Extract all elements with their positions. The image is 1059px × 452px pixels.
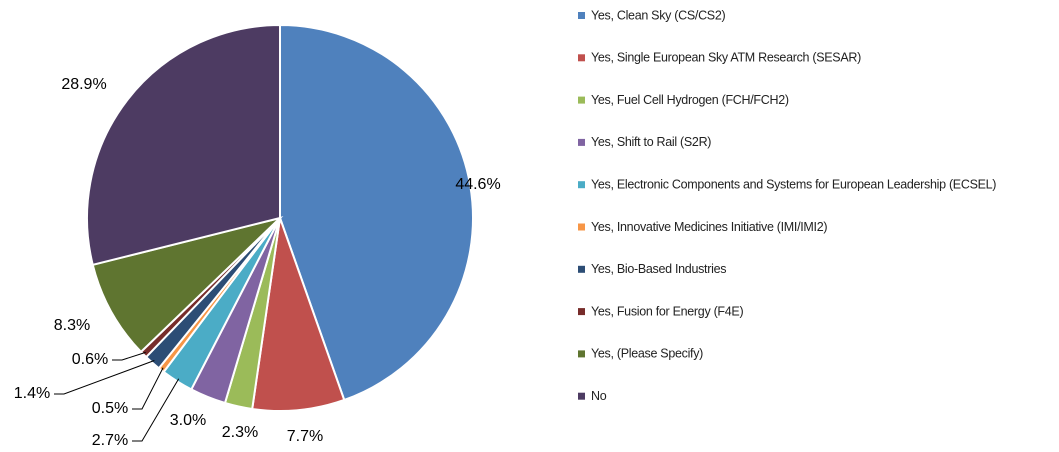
legend-label: Yes, Electronic Components and Systems f… xyxy=(591,177,996,191)
legend-label: Yes, Fusion for Energy (F4E) xyxy=(591,304,743,318)
legend-swatch xyxy=(578,350,585,358)
leader-line xyxy=(112,351,146,361)
legend-label: No xyxy=(591,389,607,403)
data-label: 3.0% xyxy=(170,412,206,429)
data-label: 28.9% xyxy=(61,76,106,93)
legend-swatch xyxy=(578,96,585,104)
legend-label: Yes, (Please Specify) xyxy=(591,347,703,361)
data-label: 2.3% xyxy=(222,424,258,441)
legend-swatch xyxy=(578,181,585,189)
data-label: 1.4% xyxy=(14,385,50,402)
pie-slice xyxy=(279,23,474,402)
legend-swatch xyxy=(578,223,585,231)
legend-swatch xyxy=(578,392,585,400)
legend-swatch xyxy=(578,265,585,273)
leader-line xyxy=(132,378,180,442)
legend-swatch xyxy=(578,308,585,316)
leader-line xyxy=(132,367,164,410)
legend-label: Yes, Clean Sky (CS/CS2) xyxy=(591,8,725,22)
pie-slice xyxy=(91,216,284,354)
leader-line xyxy=(54,360,155,395)
legend-label: Yes, Single European Sky ATM Research (S… xyxy=(591,51,861,65)
pie-slice xyxy=(86,23,281,267)
data-label: 7.7% xyxy=(287,428,323,445)
data-label: 0.5% xyxy=(92,400,128,417)
legend-label: Yes, Bio-Based Industries xyxy=(591,262,726,276)
data-label: 2.7% xyxy=(92,432,128,449)
data-label: 44.6% xyxy=(455,176,500,193)
legend-swatch xyxy=(578,12,585,19)
legend-label: Yes, Innovative Medicines Initiative (IM… xyxy=(591,220,827,234)
legend-label: Yes, Shift to Rail (S2R) xyxy=(591,135,711,149)
legend-swatch xyxy=(578,138,585,146)
data-label: 8.3% xyxy=(54,317,90,334)
pie-slice xyxy=(251,217,346,412)
data-label: 0.6% xyxy=(72,351,108,368)
legend-swatch xyxy=(578,54,585,62)
legend-label: Yes, Fuel Cell Hydrogen (FCH/FCH2) xyxy=(591,93,789,107)
